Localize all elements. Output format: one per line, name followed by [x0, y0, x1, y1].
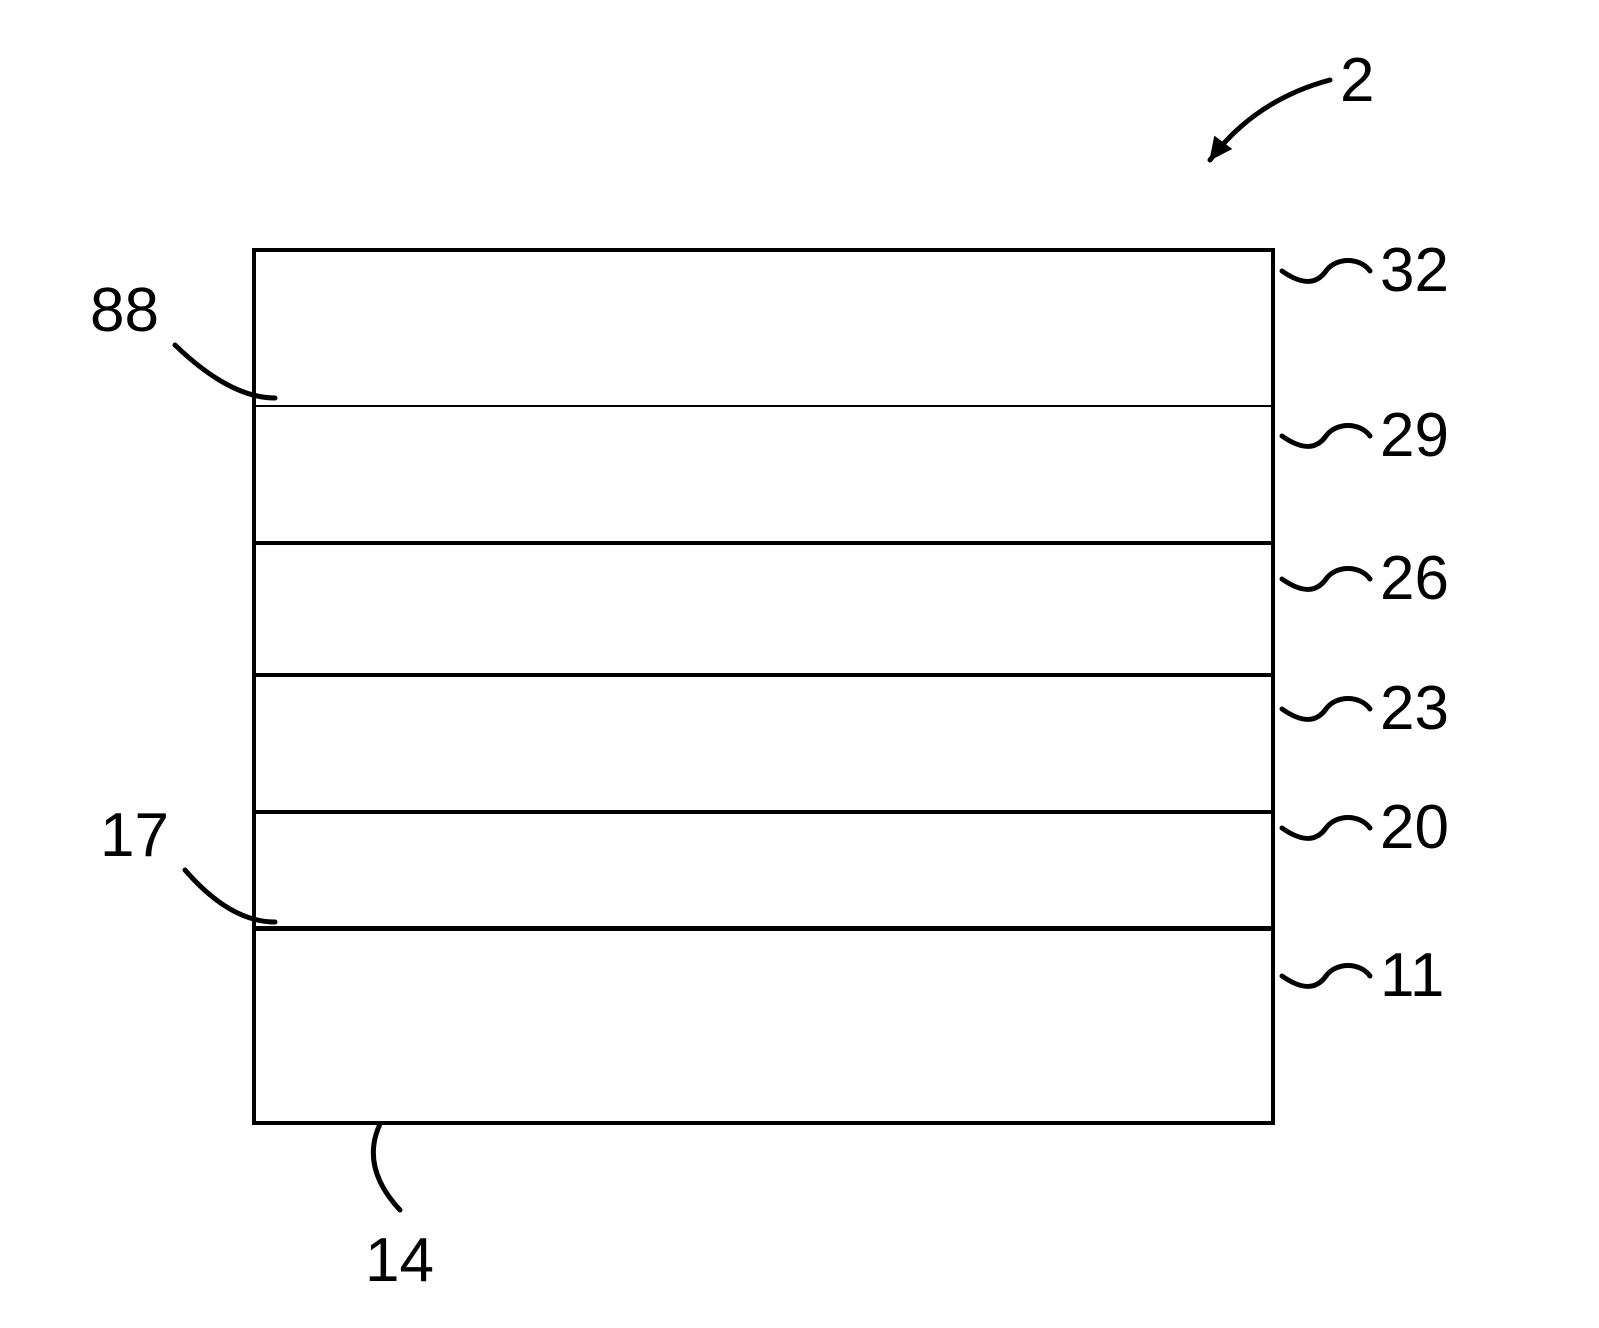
figure-stage: 2 32 29 26 23 20 11 88 17 14 [0, 0, 1599, 1328]
layer-L26 [256, 545, 1271, 677]
ref-label-20: 20 [1380, 797, 1449, 859]
ref-label-11: 11 [1380, 945, 1444, 1007]
layer-stack [252, 248, 1275, 1125]
layer-L29 [256, 407, 1271, 545]
layer-L20 [256, 814, 1271, 931]
ref-label-23: 23 [1380, 678, 1449, 740]
layer-L32 [256, 252, 1271, 407]
ref-label-2: 2 [1340, 50, 1374, 112]
ref-label-26: 26 [1380, 548, 1449, 610]
ref-label-88: 88 [90, 280, 159, 342]
ref-label-32: 32 [1380, 240, 1449, 302]
ref-label-17: 17 [100, 805, 169, 867]
ref-label-14: 14 [365, 1230, 434, 1292]
layer-L11 [256, 931, 1271, 1121]
ref-label-29: 29 [1380, 405, 1449, 467]
layer-L23 [256, 677, 1271, 814]
